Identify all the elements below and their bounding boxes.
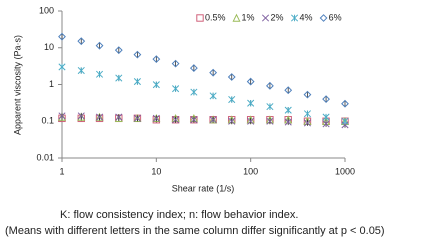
marker [172, 85, 180, 93]
x-tick-label: 1 [59, 166, 64, 176]
legend-label: 6% [329, 12, 342, 22]
x-axis-label: Shear rate (1/s) [172, 183, 235, 193]
marker [341, 117, 349, 125]
legend-label: 0.5% [205, 12, 226, 22]
marker [266, 103, 274, 111]
marker [284, 106, 292, 114]
marker [115, 74, 123, 82]
marker [133, 114, 142, 123]
x-tick-label: 1000 [335, 166, 355, 176]
caption: K: flow consistency index; n: flow behav… [60, 209, 298, 221]
marker [171, 59, 180, 68]
caption: (Means with different letters in the sam… [5, 225, 385, 237]
marker [58, 63, 66, 71]
legend-label: 2% [271, 12, 284, 22]
marker [322, 95, 330, 104]
marker [196, 14, 204, 22]
marker [247, 117, 255, 125]
marker [228, 117, 236, 125]
marker [261, 14, 270, 22]
marker [58, 112, 66, 120]
marker [133, 78, 141, 86]
x-tick-label: 10 [151, 166, 161, 176]
marker [77, 37, 86, 46]
marker [133, 50, 142, 59]
y-axis-label: Apparent viscosity (Pa·s) [12, 35, 22, 135]
marker [190, 116, 198, 124]
marker [114, 46, 123, 55]
marker [232, 13, 241, 22]
marker [322, 120, 330, 128]
marker [209, 116, 217, 124]
x-tick-label: 100 [243, 166, 258, 176]
marker [303, 119, 312, 127]
marker [172, 116, 180, 124]
marker [284, 118, 292, 126]
marker [58, 32, 66, 41]
y-tick-label: 1 [49, 79, 54, 89]
marker [77, 112, 85, 120]
marker [95, 41, 104, 50]
marker [228, 95, 236, 104]
marker [247, 99, 255, 107]
marker [284, 86, 293, 95]
y-tick-label: 100 [39, 5, 54, 15]
marker [95, 113, 104, 121]
marker [152, 55, 161, 64]
marker [303, 110, 312, 118]
y-tick-label: 10 [44, 42, 54, 52]
marker [266, 117, 274, 125]
y-tick-label: 0.1 [41, 116, 54, 126]
marker [227, 73, 236, 81]
marker [209, 115, 218, 124]
marker [115, 113, 123, 121]
marker [190, 88, 198, 96]
marker [341, 99, 349, 108]
marker [152, 114, 161, 123]
marker [322, 113, 330, 121]
marker [133, 114, 141, 122]
marker [290, 14, 299, 22]
marker [266, 81, 274, 90]
marker [209, 92, 217, 100]
marker [152, 114, 160, 122]
legend-label: 4% [300, 12, 313, 22]
marker [303, 90, 312, 99]
y-tick-label: 0.01 [36, 152, 54, 162]
legend-label: 1% [242, 12, 255, 22]
marker [95, 112, 104, 121]
marker [189, 64, 198, 72]
marker [319, 14, 328, 22]
marker [209, 68, 218, 77]
marker [77, 66, 85, 75]
marker [95, 70, 104, 78]
marker [246, 77, 255, 86]
marker [152, 81, 160, 89]
